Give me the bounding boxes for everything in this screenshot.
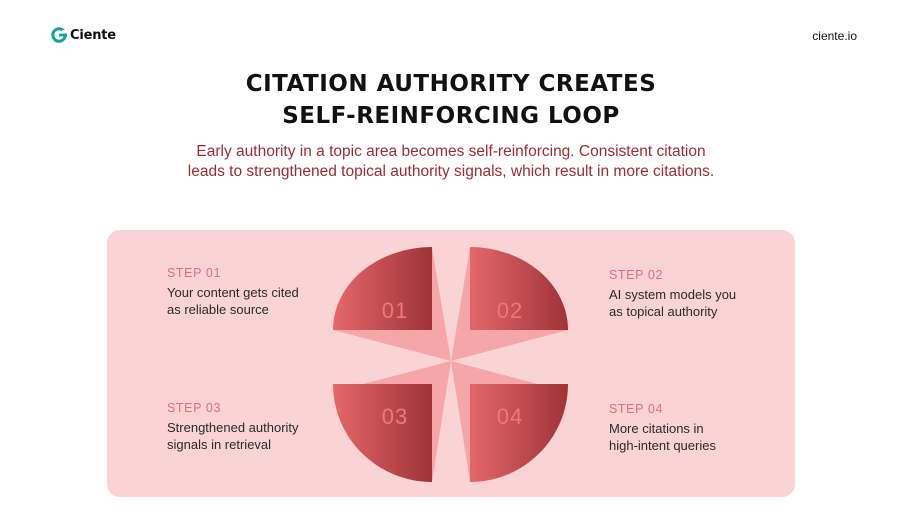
step-text-line: More citations in	[609, 421, 704, 436]
quadrant-number: 01	[382, 298, 408, 323]
step-description: More citations in high-intent queries	[609, 421, 779, 454]
brand-logo[interactable]: Ciente	[51, 27, 116, 43]
page-subtitle: Early authority in a topic area becomes …	[187, 143, 715, 180]
step-text-line: signals in retrieval	[167, 436, 272, 452]
step-01: STEP 01 Your content gets cited as relia…	[167, 266, 337, 318]
page-title: CITATION AUTHORITY CREATES SELF-REINFORC…	[0, 68, 902, 132]
step-label: STEP 02	[609, 268, 663, 282]
site-url[interactable]: ciente.io	[812, 29, 857, 43]
step-description: Strengthened authority signals in retrie…	[167, 420, 337, 453]
step-text-line: as reliable source	[167, 301, 269, 317]
step-text-line: high-intent queries	[609, 437, 716, 453]
step-text-line: as topical authority	[609, 303, 718, 319]
quadrant-03[interactable]: 03	[333, 384, 432, 482]
step-description: AI system models you as topical authorit…	[609, 287, 779, 320]
step-02: STEP 02 AI system models you as topical …	[609, 268, 779, 320]
quadrant-number: 02	[497, 298, 523, 323]
quadrant-01[interactable]: 01	[333, 247, 432, 330]
step-label: STEP 04	[609, 402, 663, 416]
quadrant-number: 04	[497, 404, 523, 429]
title-line-1: CITATION AUTHORITY CREATES	[245, 71, 657, 97]
quadrant-02[interactable]: 02	[470, 247, 568, 330]
quadrant-number: 03	[382, 404, 408, 429]
step-text-line: Strengthened authority	[167, 420, 299, 435]
step-03: STEP 03 Strengthened authority signals i…	[167, 401, 337, 453]
ciente-c-logo-icon	[51, 27, 67, 43]
title-line-2: SELF-REINFORCING LOOP	[282, 103, 620, 129]
brand-name: Ciente	[70, 27, 116, 43]
step-text-line: Your content gets cited	[167, 285, 299, 300]
step-label: STEP 03	[167, 401, 221, 415]
step-label: STEP 01	[167, 266, 221, 280]
step-04: STEP 04 More citations in high-intent qu…	[609, 402, 779, 454]
step-description: Your content gets cited as reliable sour…	[167, 285, 337, 318]
step-text-line: AI system models you	[609, 287, 737, 302]
quadrant-04[interactable]: 04	[470, 384, 568, 482]
